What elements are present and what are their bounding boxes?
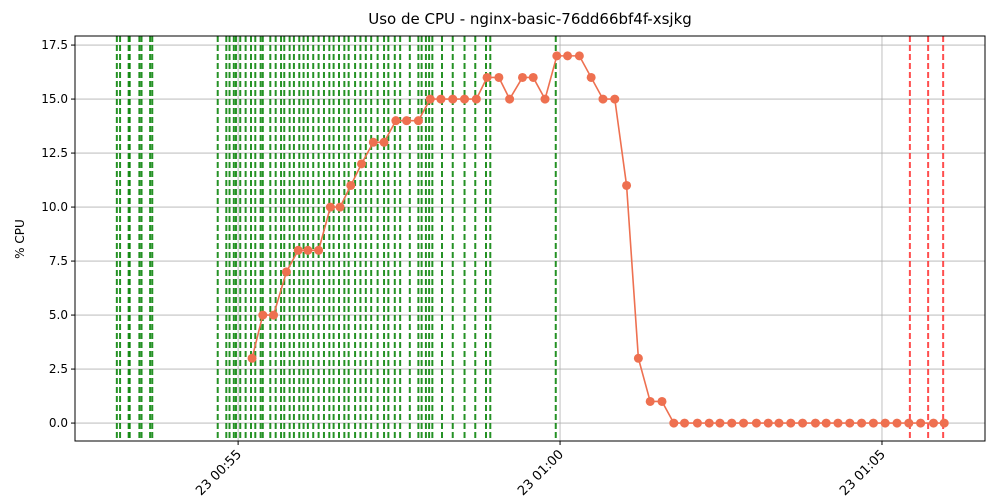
- y-axis-label: % CPU: [13, 219, 27, 259]
- point: [680, 418, 690, 428]
- point: [517, 72, 527, 82]
- point: [448, 94, 458, 104]
- point: [727, 418, 737, 428]
- point: [505, 94, 515, 104]
- point: [586, 72, 596, 82]
- y-tick-label: 7.5: [49, 254, 68, 268]
- point: [633, 353, 643, 363]
- point: [357, 159, 367, 169]
- x-tick-label: 23 01:05: [837, 447, 889, 499]
- point: [669, 418, 679, 428]
- point: [281, 267, 291, 277]
- point: [739, 418, 749, 428]
- point: [715, 418, 725, 428]
- y-tick-label: 10.0: [41, 200, 68, 214]
- point: [471, 94, 481, 104]
- point: [247, 353, 257, 363]
- point: [610, 94, 620, 104]
- point: [798, 418, 808, 428]
- point: [379, 137, 389, 147]
- y-tick-label: 5.0: [49, 308, 68, 322]
- point: [763, 418, 773, 428]
- y-tick-label: 17.5: [41, 38, 68, 52]
- point: [574, 51, 584, 61]
- x-tick-label: 23 00:55: [193, 447, 245, 499]
- y-tick-label: 2.5: [49, 362, 68, 376]
- point: [928, 418, 938, 428]
- point: [845, 418, 855, 428]
- point: [904, 418, 914, 428]
- point: [751, 418, 761, 428]
- point: [425, 94, 435, 104]
- point: [436, 94, 446, 104]
- point: [391, 116, 401, 126]
- point: [868, 418, 878, 428]
- point: [622, 180, 632, 190]
- point: [540, 94, 550, 104]
- point: [774, 418, 784, 428]
- point: [552, 51, 562, 61]
- plot-frame: [74, 35, 986, 442]
- point: [880, 418, 890, 428]
- y-tick-label: 15.0: [41, 92, 68, 106]
- point: [692, 418, 702, 428]
- point: [482, 72, 492, 82]
- x-tick-label: 23 01:00: [515, 447, 567, 499]
- point: [563, 51, 573, 61]
- point: [293, 245, 303, 255]
- point: [821, 418, 831, 428]
- y-tick-label: 12.5: [41, 146, 68, 160]
- point: [335, 202, 345, 212]
- point: [402, 116, 412, 126]
- point: [598, 94, 608, 104]
- point: [258, 310, 268, 320]
- point: [460, 94, 470, 104]
- point: [892, 418, 902, 428]
- point: [857, 418, 867, 428]
- point: [704, 418, 714, 428]
- point: [346, 180, 356, 190]
- point: [368, 137, 378, 147]
- point: [657, 396, 667, 406]
- chart-title: Uso de CPU - nginx-basic-76dd66bf4f-xsjk…: [368, 10, 692, 28]
- point: [303, 245, 313, 255]
- point: [325, 202, 335, 212]
- point: [528, 72, 538, 82]
- point: [786, 418, 796, 428]
- point: [833, 418, 843, 428]
- point: [269, 310, 279, 320]
- point: [916, 418, 926, 428]
- point: [939, 418, 949, 428]
- point: [645, 396, 655, 406]
- point: [413, 116, 423, 126]
- point: [494, 72, 504, 82]
- point: [810, 418, 820, 428]
- point: [314, 245, 324, 255]
- y-tick-label: 0.0: [49, 416, 68, 430]
